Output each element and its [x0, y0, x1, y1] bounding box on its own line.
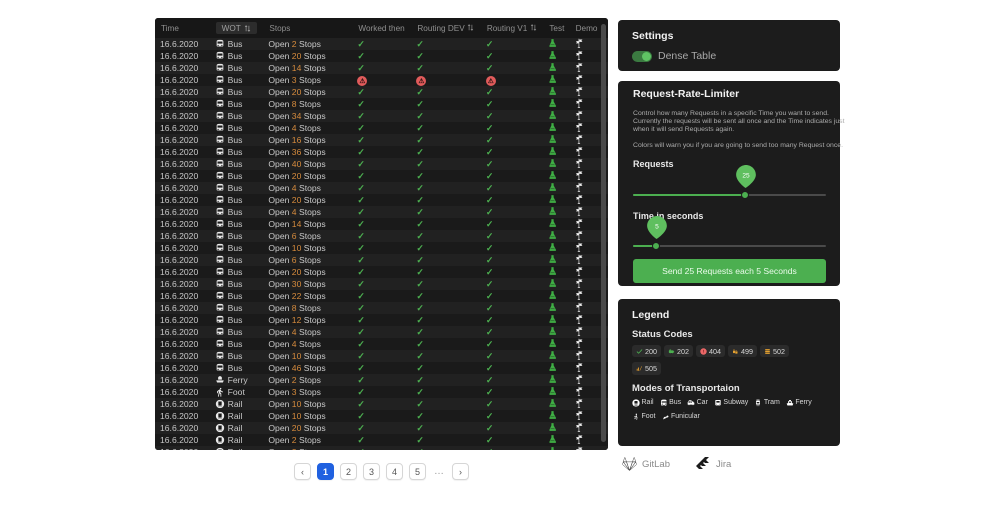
svg-text:5: 5 — [655, 223, 659, 230]
svg-text:25: 25 — [742, 172, 750, 179]
